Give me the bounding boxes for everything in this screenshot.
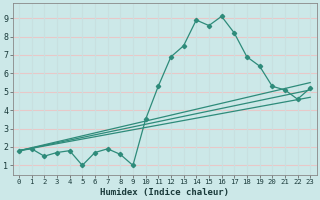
X-axis label: Humidex (Indice chaleur): Humidex (Indice chaleur) (100, 188, 229, 197)
